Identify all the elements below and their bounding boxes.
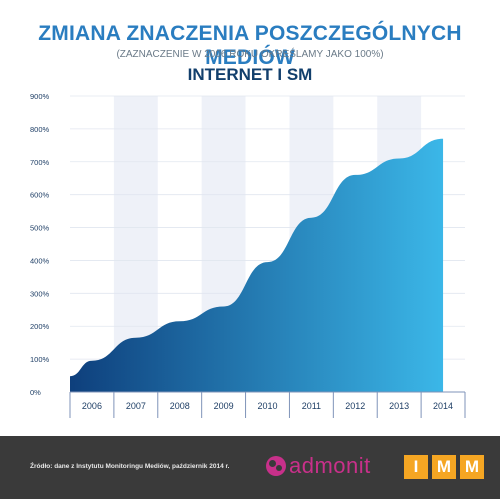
x-tick-label: 2009 [214, 401, 234, 411]
imm-logo: I M M [404, 455, 484, 479]
x-tick-label: 2006 [82, 401, 102, 411]
imm-logo-letter: M [460, 455, 484, 479]
x-tick-label: 2007 [126, 401, 146, 411]
x-tick-label: 2010 [257, 401, 277, 411]
x-tick-label: 2014 [433, 401, 453, 411]
y-tick-label: 500% [30, 224, 50, 233]
y-tick-label: 200% [30, 322, 50, 331]
admonit-logo-text: admonit [289, 453, 371, 478]
x-tick-label: 2008 [170, 401, 190, 411]
chart-title: ZMIANA ZNACZENIA POSZCZEGÓLNYCH MEDIÓW [38, 22, 462, 69]
imm-logo-letter: I [404, 455, 428, 479]
x-tick-label: 2011 [302, 401, 321, 411]
chart-subtitle: (ZAZNACZENIE W 2006 ROKU OKREŚLAMY JAKO … [116, 49, 384, 60]
footer-bar: Źródło: dane z Instytutu Monitoringu Med… [0, 436, 500, 499]
source-note: Źródło: dane z Instytutu Monitoringu Med… [30, 463, 230, 470]
y-tick-label: 300% [30, 289, 50, 298]
y-tick-label: 900% [30, 92, 50, 101]
area-series-internet-sm [70, 138, 444, 392]
series-title: INTERNET I SM [187, 65, 313, 84]
admonit-brain-icon [266, 456, 286, 476]
y-tick-label: 400% [30, 256, 50, 265]
x-tick-label: 2013 [389, 401, 409, 411]
x-tick-label: 2012 [345, 401, 365, 411]
y-tick-label: 600% [30, 191, 50, 200]
y-tick-label: 800% [30, 125, 50, 134]
y-axis: 0% 100% 200% 300% 400% 500% 600% 700% 800% 900% [30, 92, 50, 397]
area-chart: 2006 2007 2008 2009 2010 2011 2012 2013 2014 0% 1… [30, 92, 466, 418]
admonit-logo: admonit [266, 453, 371, 479]
y-tick-label: 0% [30, 388, 41, 397]
y-tick-label: 700% [30, 158, 50, 167]
y-tick-label: 100% [30, 355, 50, 364]
imm-logo-letter: M [432, 455, 456, 479]
x-axis: 2006 2007 2008 2009 2010 2011 2012 2013 2014 [69, 391, 466, 418]
